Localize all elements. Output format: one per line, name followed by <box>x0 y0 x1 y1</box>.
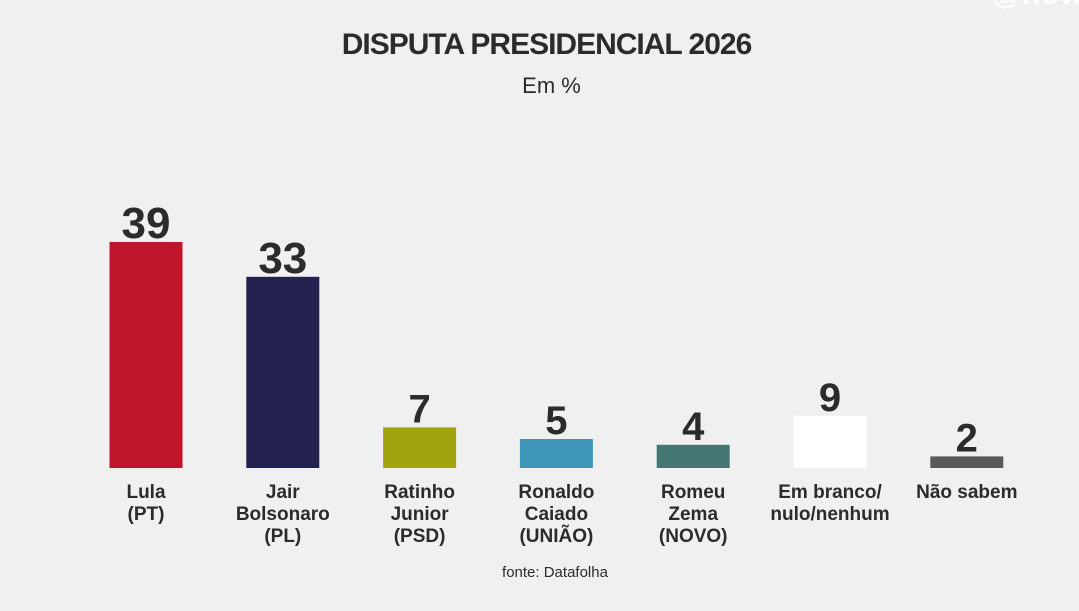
category-label-line: Não sabem <box>916 482 1017 503</box>
category-label-line: Romeu <box>661 482 725 503</box>
category-label-5: Em branco/nulo/nenhum <box>770 482 889 525</box>
bar-chart: 39 Lula (PT) 33 Jair Bolsonaro (PL) 7 Ratinho Jun… <box>109 199 1017 547</box>
category-label-2: Ratinho Junior (PSD) <box>384 482 455 547</box>
chart-title: DISPUTA PRESIDENCIAL 2026 <box>341 28 753 61</box>
value-label-6: 2 <box>956 416 978 460</box>
category-label-0: Lula (PT) <box>126 482 165 525</box>
category-label-line: Ratinho <box>384 482 455 503</box>
category-label-line: (PSD) <box>394 526 446 547</box>
chart-subtitle: Em % <box>522 73 581 98</box>
source-note: fonte: Datafolha <box>502 564 608 581</box>
value-label-2: 7 <box>408 387 430 431</box>
category-label-line: Junior <box>391 504 450 525</box>
brand-logo: @now <box>992 0 1079 12</box>
value-label-5: 9 <box>819 376 841 420</box>
value-label-4: 4 <box>682 405 705 449</box>
category-label-line: Jair <box>266 482 300 503</box>
category-label-line: Lula <box>126 482 165 503</box>
category-label-line: Ronaldo <box>518 482 594 503</box>
category-label-line: Zema <box>668 504 718 525</box>
bar-1 <box>246 276 320 468</box>
bar-6 <box>930 456 1004 468</box>
category-label-3: Ronaldo Caiado (UNIÃO) <box>518 482 594 547</box>
category-label-line: Bolsonaro <box>236 504 330 525</box>
value-label-1: 33 <box>258 234 307 283</box>
value-label-3: 5 <box>545 399 567 443</box>
category-label-4: Romeu Zema (NOVO) <box>659 482 728 547</box>
category-label-line: Caiado <box>525 504 588 525</box>
category-label-line: (PT) <box>128 504 165 525</box>
category-label-line: (UNIÃO) <box>519 525 593 547</box>
value-label-0: 39 <box>122 199 171 248</box>
category-label-6: Não sabem <box>916 482 1017 503</box>
category-label-1: Jair Bolsonaro (PL) <box>236 482 330 547</box>
category-label-line: nulo/nenhum <box>770 504 889 525</box>
category-label-line: (NOVO) <box>659 526 728 547</box>
bar-2 <box>383 427 457 468</box>
category-label-line: Em branco/ <box>778 482 882 503</box>
bar-3 <box>519 439 593 468</box>
bar-4 <box>656 444 730 468</box>
bar-0 <box>109 242 183 468</box>
category-label-line: (PL) <box>264 526 301 547</box>
bar-5 <box>793 415 867 468</box>
